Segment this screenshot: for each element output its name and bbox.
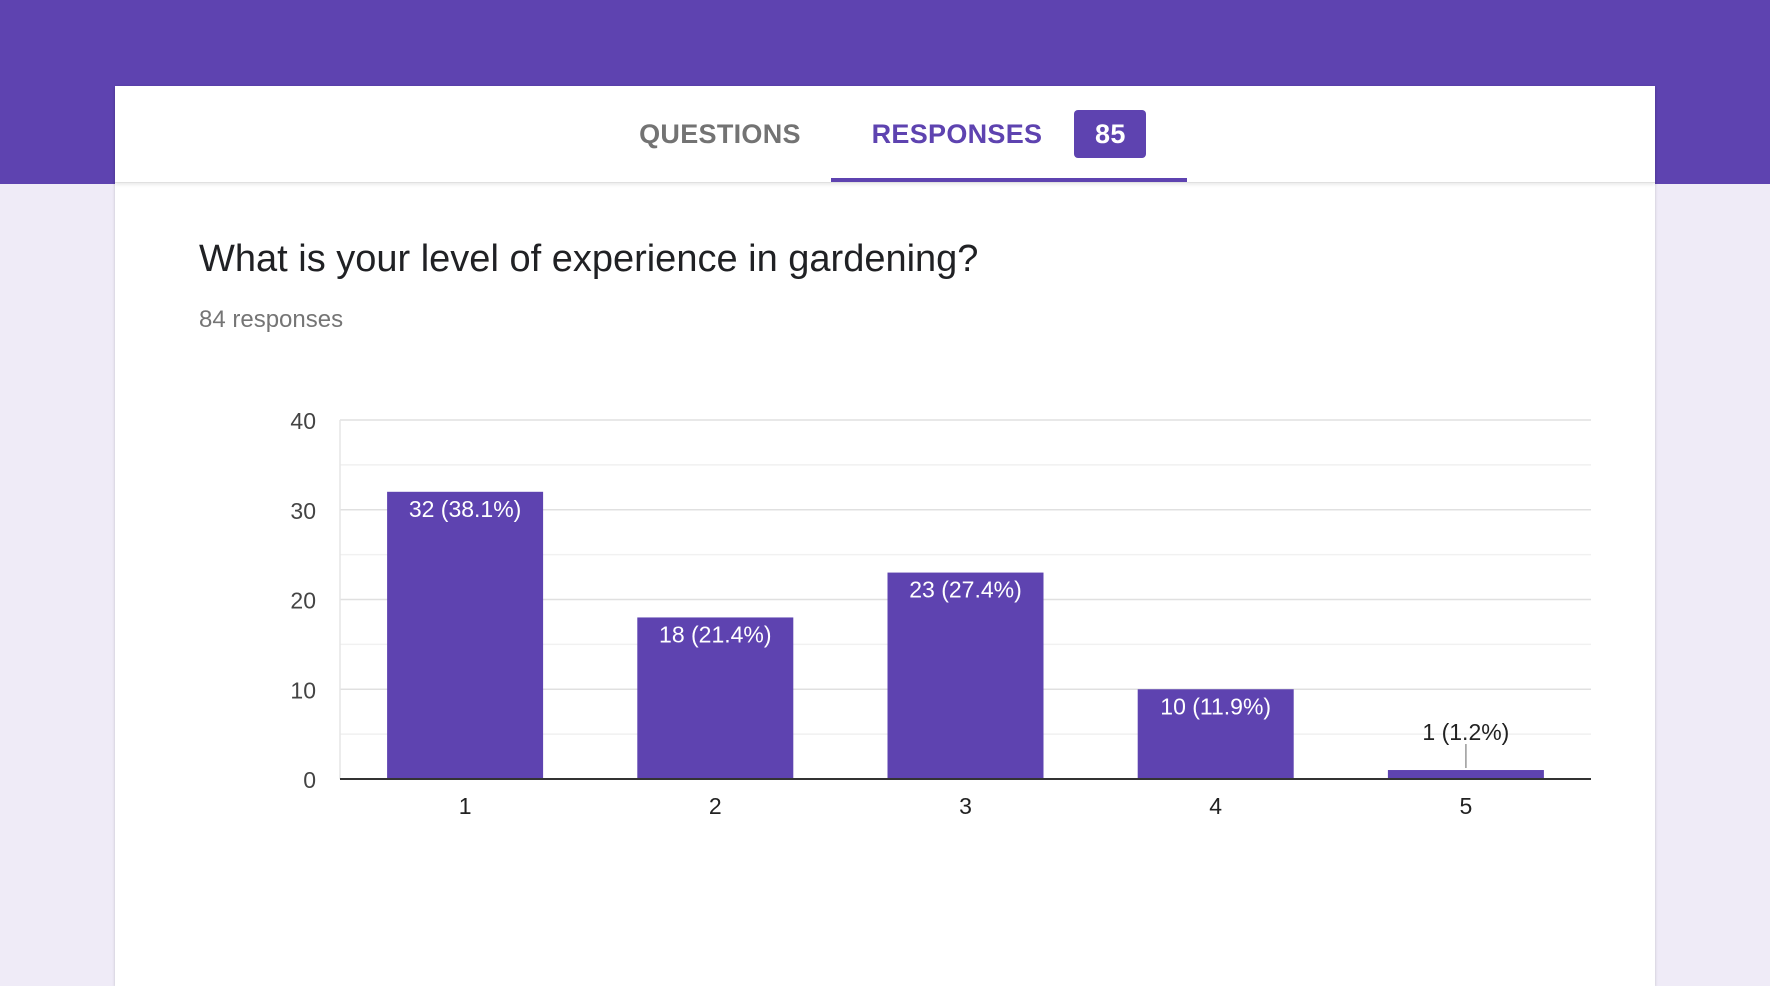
x-tick-label: 1 bbox=[459, 793, 472, 819]
tab-responses[interactable]: RESPONSES 85 bbox=[831, 86, 1187, 182]
tab-questions-label: QUESTIONS bbox=[639, 118, 801, 149]
response-count: 84 responses bbox=[199, 306, 344, 333]
responses-count-badge: 85 bbox=[1074, 110, 1147, 158]
x-tick-label: 4 bbox=[1209, 793, 1222, 819]
y-tick-label: 10 bbox=[290, 677, 316, 703]
bar-1 bbox=[387, 491, 544, 779]
y-tick-label: 20 bbox=[290, 588, 316, 614]
question-title: What is your level of experience in gard… bbox=[199, 238, 979, 280]
bar-4 bbox=[1137, 689, 1294, 779]
data-label: 10 (11.9%) bbox=[1160, 693, 1271, 719]
y-tick-label: 30 bbox=[290, 498, 316, 524]
data-label: 32 (38.1%) bbox=[409, 496, 522, 522]
bar-3 bbox=[887, 572, 1044, 779]
tab-bar: QUESTIONS RESPONSES 85 bbox=[115, 86, 1655, 183]
y-tick-label: 0 bbox=[303, 767, 316, 793]
data-label: 1 (1.2%) bbox=[1422, 719, 1509, 745]
bar-chart: 0 10 20 30 40 32 (38.1%) 1 18 (21.4%) 2 23 (27.4%… bbox=[290, 408, 1591, 819]
form-card: QUESTIONS RESPONSES 85 What is your leve… bbox=[115, 86, 1655, 986]
bar-2 bbox=[637, 617, 794, 779]
y-tick-label: 40 bbox=[290, 408, 316, 434]
bar-5 bbox=[1387, 770, 1544, 779]
x-tick-label: 3 bbox=[959, 793, 972, 819]
data-label: 23 (27.4%) bbox=[909, 577, 1022, 603]
tab-questions[interactable]: QUESTIONS bbox=[615, 86, 825, 182]
tab-responses-label: RESPONSES bbox=[871, 118, 1043, 149]
data-label: 18 (21.4%) bbox=[659, 621, 772, 647]
x-tick-label: 2 bbox=[709, 793, 722, 819]
x-tick-label: 5 bbox=[1460, 793, 1473, 819]
active-tab-indicator bbox=[831, 178, 1187, 182]
